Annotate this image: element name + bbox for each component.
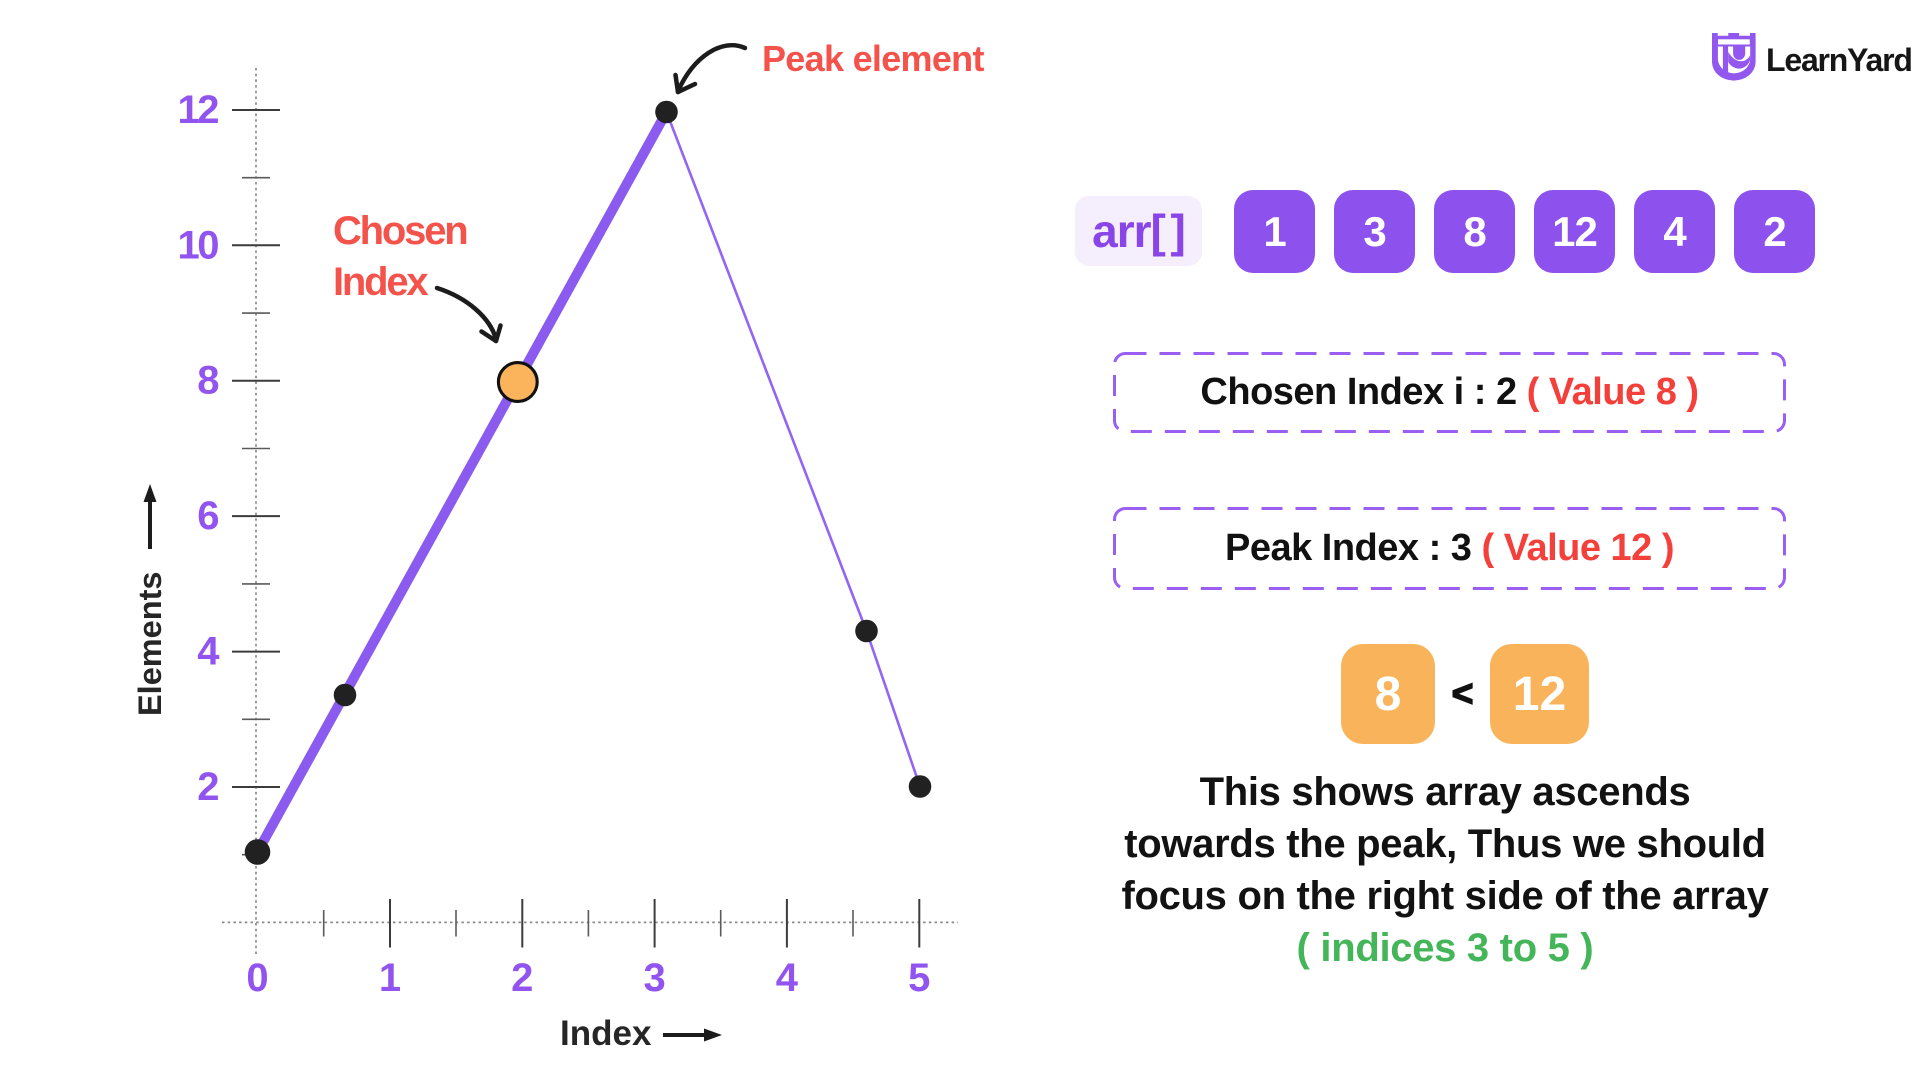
svg-text:2: 2 — [511, 956, 533, 1000]
svg-text:5: 5 — [908, 956, 930, 1000]
svg-text:Chosen: Chosen — [333, 209, 466, 253]
svg-text:Index: Index — [333, 260, 428, 304]
svg-text:4: 4 — [197, 630, 220, 674]
svg-text:6: 6 — [197, 494, 218, 538]
svg-text:3: 3 — [643, 956, 665, 1000]
svg-text:10: 10 — [178, 223, 219, 267]
svg-text:12: 12 — [178, 88, 219, 132]
svg-text:2: 2 — [197, 765, 218, 809]
svg-text:1: 1 — [379, 956, 401, 1000]
svg-text:0: 0 — [246, 956, 268, 1000]
svg-text:Peak element: Peak element — [762, 38, 984, 79]
svg-text:Index: Index — [560, 1014, 652, 1053]
svg-text:4: 4 — [776, 956, 799, 1000]
svg-text:8: 8 — [197, 359, 219, 403]
svg-text:Elements: Elements — [132, 571, 168, 716]
